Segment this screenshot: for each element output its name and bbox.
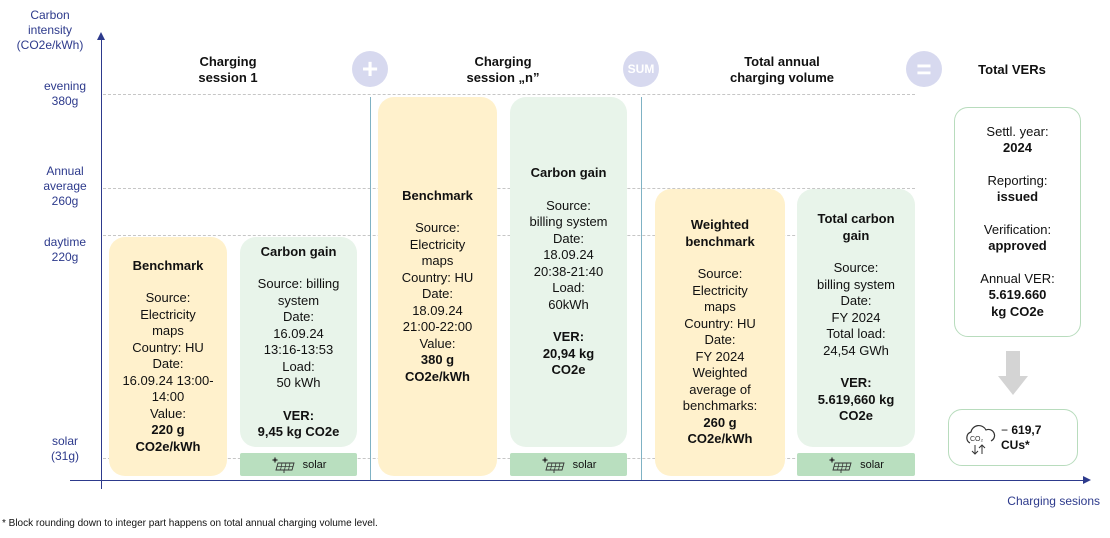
annual-weighted-benchmark-card: Weighted benchmark Source: Electricity m… [655,189,785,476]
card-title: Benchmark [402,187,473,203]
footnote: * Block rounding down to integer part ha… [2,518,378,529]
header-session-1: Charging session 1 [198,54,258,85]
ver-value: VER: [282,407,315,423]
settlement-year: 2024 [1003,140,1032,156]
solar-panel-icon [271,456,295,473]
benchmark-value: 380 g [420,352,455,368]
card-title: Weighted [690,217,750,233]
annual-average-line [103,188,915,189]
ver-value: VER: [552,329,585,345]
x-axis [70,480,1085,481]
session-n-benchmark-card: Benchmark Source: Electricity maps Count… [378,97,497,476]
daytime-line [103,235,915,236]
section-divider [641,97,642,480]
solar-panel-icon [541,456,565,473]
card-title: Carbon gain [530,165,607,181]
level-evening: evening 380g [43,79,87,108]
solar-badge: solar [510,453,627,476]
annual-ver-value: 5.619.660 [988,287,1047,303]
y-axis-title: Carbon intensity (CO2e/kWh) [16,8,84,52]
sum-icon: SUM [623,51,659,87]
level-annual-average: Annual average 260g [43,164,87,208]
level-daytime: daytime 220g [43,235,87,264]
svg-text:CO₂: CO₂ [970,436,984,443]
equals-icon: = [906,51,942,87]
session1-carbon-gain-card: Carbon gain Source: billing system Date:… [240,237,357,447]
y-axis [101,38,102,489]
plus-icon: + [352,51,388,87]
y-axis-arrow [97,32,105,40]
header-session-n: Charging session „n” [466,54,540,85]
card-title: Carbon gain [260,243,337,259]
down-arrow-icon [998,351,1028,395]
reporting-status: issued [996,189,1039,205]
solar-panel-icon [829,456,852,473]
card-title: Total carbon [817,211,895,227]
card-title: Benchmark [132,257,204,273]
annual-total-carbon-gain-card: Total carbon gain Source: billing system… [797,189,915,447]
benchmark-value: 220 g [151,422,185,438]
evening-line [103,94,915,95]
solar-badge: solar [797,453,915,476]
verification-status: approved [988,238,1047,254]
header-annual-volume: Total annual charging volume [729,54,835,85]
cu-result-box: CO₂ − 619,7 CUs* [948,409,1078,466]
session1-benchmark-card: Benchmark Source: Electricity maps Count… [109,237,227,476]
solar-line [103,458,915,459]
cu-value: − 619,7 CUs* [1001,422,1042,452]
session-n-carbon-gain-card: Carbon gain Source: billing system Date:… [510,97,627,447]
solar-badge: solar [240,453,357,476]
level-solar: solar (31g) [50,434,79,463]
x-axis-title: Charging sesions [1007,494,1100,508]
header-total-vers: Total VERs [978,62,1046,77]
co2-cloud-icon: CO₂ [966,424,996,455]
ver-value: VER: [840,375,872,391]
total-vers-summary-card: Settl. year: 2024 Reporting: issued Veri… [954,107,1081,337]
benchmark-value: 260 g [703,414,737,430]
x-axis-arrow [1083,476,1091,484]
section-divider [370,97,371,480]
